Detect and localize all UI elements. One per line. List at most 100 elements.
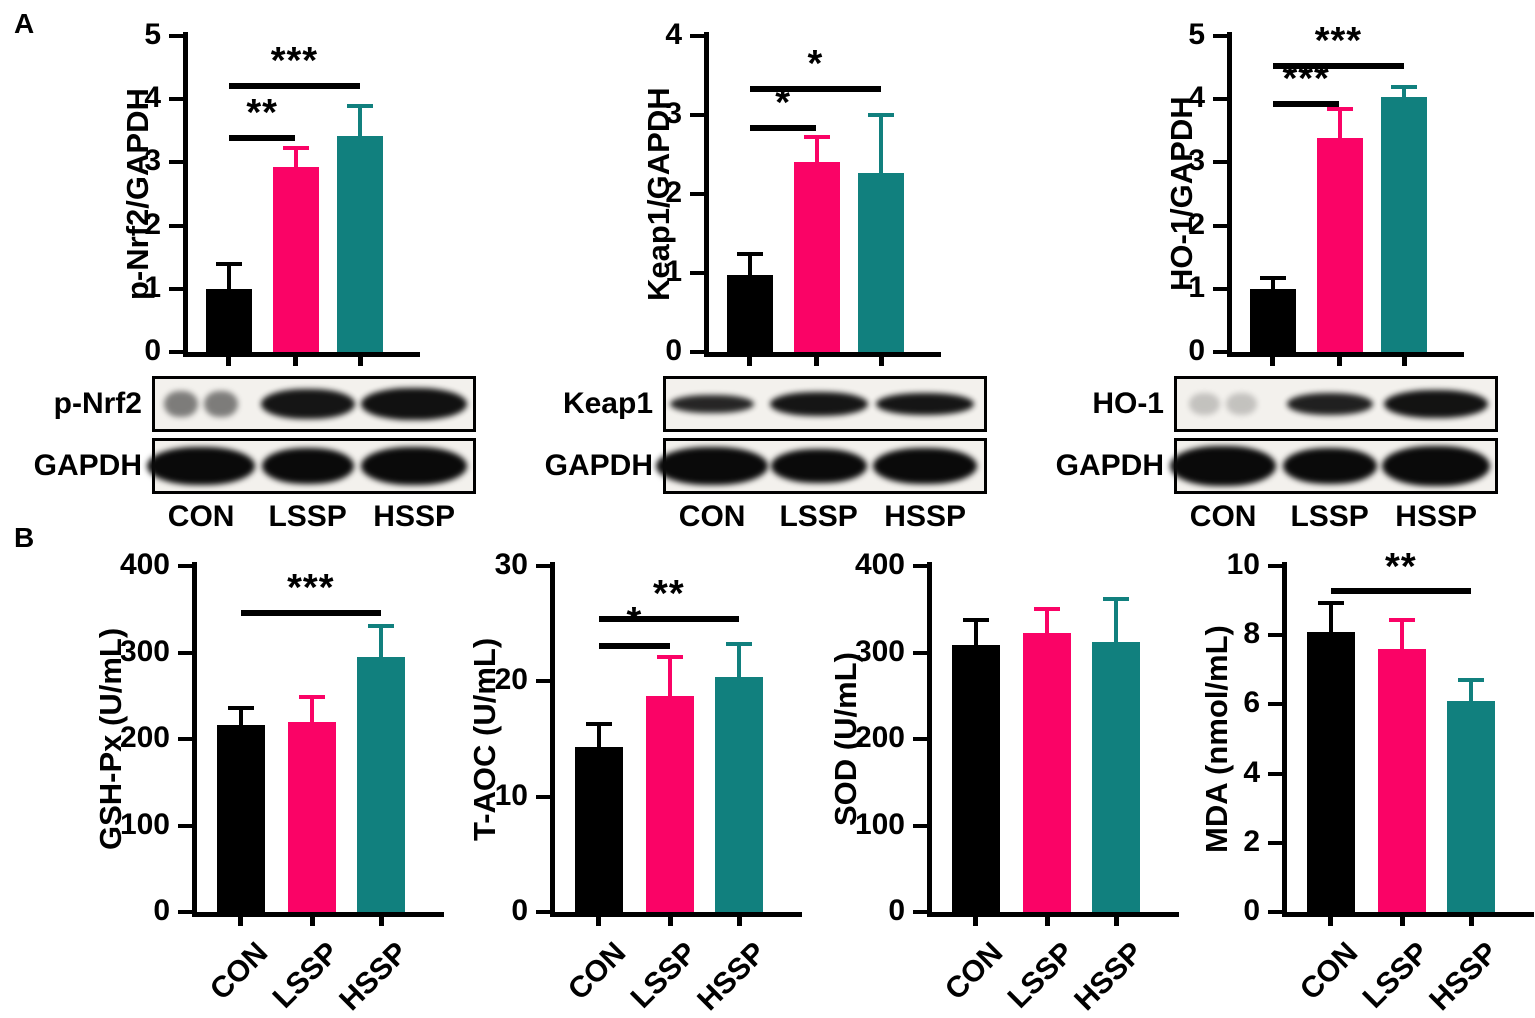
panel-b-group-sod: 0 100 200 300 400 SOD (U/mL) CON LSSP HSSP (810, 520, 1190, 1017)
y-tick (1213, 350, 1227, 354)
blot-row-loading: GAPDH (0, 438, 511, 494)
blot-protein-label: p-Nrf2 (53, 387, 142, 420)
x-category-label-hssp: HSSP (1423, 936, 1505, 1018)
significance-stars: *** (270, 40, 319, 83)
error-bar-cap-hssp (368, 623, 394, 628)
y-tick (1213, 97, 1227, 102)
blot-band-lssp (1286, 393, 1373, 415)
significance-bracket (240, 610, 381, 617)
panel-b-label: B (14, 522, 35, 553)
bar-lssp (1378, 649, 1426, 912)
chart-block: 0 100 200 300 400 GSH-Px (U/mL) CON LSSP HSSP *** (0, 520, 444, 1017)
y-tick-label: 0 (153, 894, 170, 927)
blot-membrane (1170, 438, 1498, 494)
x-axis (1227, 352, 1464, 357)
y-axis-title: p-Nrf2/GAPDH (120, 88, 155, 300)
bar-con (1306, 631, 1355, 912)
y-tick-label: 5 (1188, 18, 1205, 51)
blot-protein-label: Keap1 (562, 387, 653, 420)
x-tick (378, 917, 384, 926)
x-tick (238, 917, 244, 926)
y-tick (690, 350, 704, 354)
significance-bracket (1272, 101, 1340, 108)
lane-label-hssp: HSSP (1395, 500, 1478, 533)
y-tick (1213, 160, 1227, 165)
x-tick (878, 357, 884, 366)
bar-con (574, 747, 623, 912)
y-tick-label: 300 (854, 634, 905, 668)
chart-block: 0 2 4 6 8 10 MDA (nmol/mL) CON LSSP HSSP ** (1190, 520, 1535, 1017)
bar-hssp (357, 656, 405, 912)
y-tick-label: 10 (494, 778, 528, 812)
y-axis (1282, 562, 1287, 917)
bar-lssp (793, 161, 840, 352)
y-tick (536, 910, 550, 914)
x-category-label-con: CON (938, 936, 1010, 1007)
lane-label-con: CON (1189, 500, 1257, 533)
x-category-label-lssp: LSSP (1001, 936, 1081, 1015)
y-axis-title: T-AOC (U/mL) (467, 637, 502, 841)
blot-band-lssp (260, 389, 355, 419)
blot-membrane (1174, 376, 1498, 432)
y-tick (690, 192, 704, 196)
y-tick-label: 3 (144, 144, 161, 178)
error-bar-stem-con (596, 721, 601, 750)
lane-label-hssp: HSSP (373, 500, 456, 533)
x-tick (1468, 917, 1474, 926)
y-tick (690, 271, 704, 275)
error-bar-cap-con (215, 262, 242, 267)
y-tick-label: 100 (119, 807, 170, 841)
x-category-label-con: CON (1293, 936, 1365, 1007)
y-tick (169, 97, 183, 102)
blot-band-con (147, 447, 256, 485)
chart-p-nrf2-gapdh: 0 1 2 3 4 5 p-Nrf2/GAPDH ** *** (120, 18, 420, 367)
x-category-label-con: CON (561, 936, 633, 1007)
blot-band-con (1170, 446, 1277, 486)
bar-hssp (715, 676, 763, 912)
blot-protein-label: GAPDH (544, 449, 653, 482)
x-tick (814, 357, 819, 366)
x-tick (973, 917, 979, 926)
x-axis (550, 912, 802, 917)
error-bar-cap-lssp (299, 694, 325, 699)
error-bar-stem-con (226, 262, 231, 291)
y-axis-title: HO-1/GAPDH (1164, 96, 1199, 292)
chart-block: 0 1 2 3 4 Keap1/GAPDH * * (511, 0, 1022, 367)
y-tick-label: 0 (665, 334, 682, 367)
y-tick (536, 794, 550, 799)
bar-hssp (1381, 97, 1427, 352)
y-tick-label: 4 (144, 81, 161, 115)
x-tick (309, 917, 315, 926)
blot-band-lssp (1282, 448, 1377, 484)
blot-band-con (164, 391, 198, 417)
y-tick-label: 3 (1188, 144, 1205, 178)
lane-label-lssp: LSSP (268, 500, 347, 533)
chart-block: 0 100 200 300 400 SOD (U/mL) CON LSSP HSSP (810, 520, 1190, 1017)
blot-row-target: HO-1 (1022, 376, 1535, 432)
error-bar-cap-con (736, 252, 763, 257)
blot-band-hssp (361, 388, 468, 420)
blot-keap1: Keap1 GAPDH CON LSSP HSSP (511, 376, 1022, 536)
x-axis (1282, 912, 1534, 917)
y-tick-label: 1 (665, 255, 682, 288)
y-axis (1227, 32, 1232, 357)
y-axis (550, 562, 555, 917)
y-tick-label: 4 (1243, 755, 1260, 789)
x-category-label-hssp: HSSP (333, 936, 415, 1018)
y-tick (178, 823, 192, 828)
y-tick-label: 4 (665, 18, 682, 51)
y-axis-title: GSH-Px (U/mL) (93, 627, 128, 851)
error-bar-stem-con (1328, 600, 1333, 634)
error-bar-stem-con (973, 617, 978, 647)
x-tick (1399, 917, 1405, 926)
error-bar-cap-con (585, 721, 612, 726)
significance-bracket (598, 643, 670, 650)
y-tick (913, 823, 927, 828)
x-axis (704, 352, 941, 357)
blot-band-hssp (361, 447, 468, 485)
y-tick-label: 100 (854, 807, 905, 841)
error-bar-cap-hssp (347, 104, 373, 109)
y-tick (1268, 771, 1282, 776)
